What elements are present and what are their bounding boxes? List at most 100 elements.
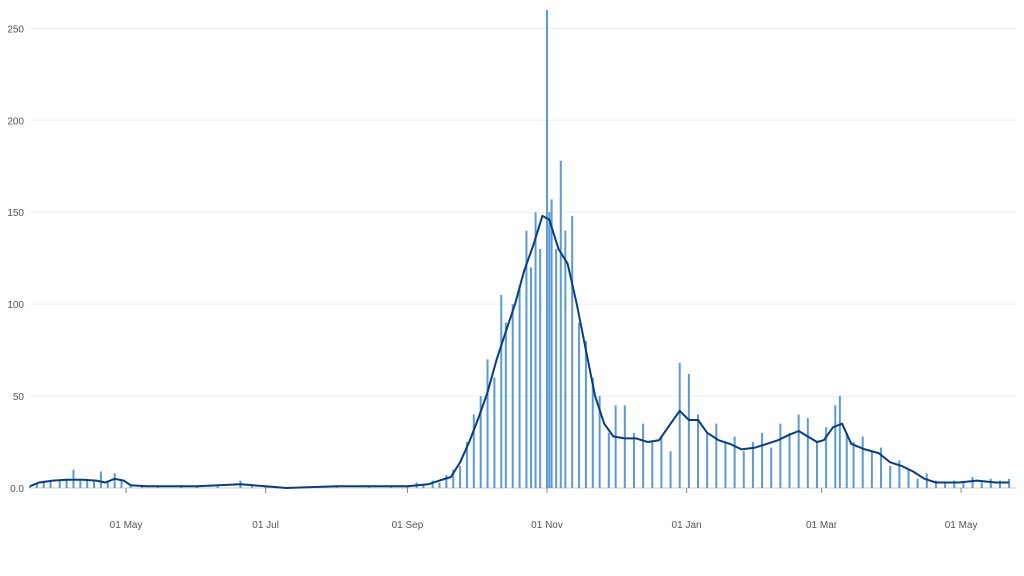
bar: [898, 460, 901, 488]
x-tick-label: 01 Nov: [531, 520, 563, 531]
bar: [632, 432, 635, 488]
bar: [564, 230, 567, 488]
bar: [838, 396, 841, 488]
bar: [525, 230, 528, 488]
bar: [250, 486, 253, 488]
bar: [788, 432, 791, 488]
bar: [431, 480, 434, 488]
bar: [530, 267, 533, 488]
bar: [106, 480, 109, 488]
bar: [962, 482, 965, 488]
bar: [845, 432, 848, 488]
bar: [715, 423, 718, 488]
bar: [733, 436, 736, 488]
bar: [907, 469, 910, 488]
bar: [550, 199, 553, 488]
bar: [93, 480, 96, 488]
x-axis: 01 May 01 Jul 01 Sep 01 Nov 01 Jan 01 Mar 01 M…: [110, 488, 978, 531]
bar: [35, 484, 38, 488]
bar: [518, 285, 521, 488]
y-axis: 0.0 50 100 150 200 250: [7, 24, 24, 495]
y-tick-label: 150: [7, 208, 24, 219]
bar: [548, 212, 551, 488]
bar: [761, 432, 764, 488]
x-tick-label: 01 Mar: [806, 520, 838, 531]
bar: [584, 340, 587, 488]
bar: [678, 362, 681, 488]
bar: [724, 442, 727, 488]
bar: [555, 249, 558, 488]
bar: [534, 212, 537, 488]
bar: [422, 484, 425, 488]
x-tick-label: 01 May: [945, 520, 978, 531]
bar: [539, 249, 542, 488]
bar: [834, 405, 837, 488]
bar: [42, 482, 45, 488]
bar: [141, 486, 144, 488]
bar: [742, 451, 745, 488]
bar: [642, 423, 645, 488]
bar: [445, 475, 448, 488]
bar: [86, 478, 89, 488]
bar: [770, 447, 773, 488]
bar: [120, 480, 123, 488]
bar: [669, 451, 672, 488]
bar: [58, 480, 61, 488]
bar: [1008, 478, 1011, 488]
bar: [998, 480, 1001, 488]
bar: [889, 465, 892, 488]
bar: [623, 405, 626, 488]
bar: [559, 160, 562, 488]
x-tick-label: 01 May: [110, 520, 143, 531]
bar: [486, 359, 489, 488]
bar: [880, 447, 883, 488]
bar: [438, 482, 441, 488]
bar: [944, 482, 947, 488]
bar: [99, 471, 102, 488]
x-tick-label: 01 Jul: [252, 520, 279, 531]
x-tick-label: 01 Sep: [392, 520, 424, 531]
y-tick-label: 0.0: [10, 484, 24, 495]
bar: [500, 294, 503, 488]
bar: [751, 442, 754, 488]
bar: [806, 418, 809, 488]
bar: [989, 478, 992, 488]
bar: [465, 442, 468, 488]
bar: [815, 442, 818, 488]
bar: [113, 473, 116, 488]
bar: [660, 436, 663, 488]
bar: [79, 480, 82, 488]
bar: [779, 423, 782, 488]
bar: [493, 377, 496, 488]
y-tick-label: 200: [7, 116, 24, 127]
bar: [687, 374, 690, 488]
bar: [861, 436, 864, 488]
bar: [797, 414, 800, 488]
bar: [65, 478, 68, 488]
bar: [697, 414, 700, 488]
bar: [29, 486, 31, 488]
y-tick-label: 50: [13, 392, 25, 403]
bar-series: [29, 10, 1011, 488]
y-tick-label: 100: [7, 300, 24, 311]
bar: [504, 322, 507, 488]
trend-line: [29, 214, 1010, 489]
bar: [479, 396, 482, 488]
bar: [511, 304, 514, 488]
x-tick-label: 01 Jan: [672, 520, 702, 531]
bar: [472, 414, 475, 488]
bar: [825, 427, 828, 488]
bar: [706, 432, 709, 488]
bar: [578, 322, 581, 488]
y-tick-label: 250: [7, 24, 24, 35]
line-series: [29, 214, 1010, 489]
bar: [934, 480, 937, 488]
bar: [546, 10, 549, 488]
bar: [953, 480, 956, 488]
bar: [49, 480, 52, 488]
bar: [216, 486, 219, 488]
bar: [571, 215, 574, 488]
bar: [870, 451, 873, 488]
bar: [971, 476, 974, 488]
